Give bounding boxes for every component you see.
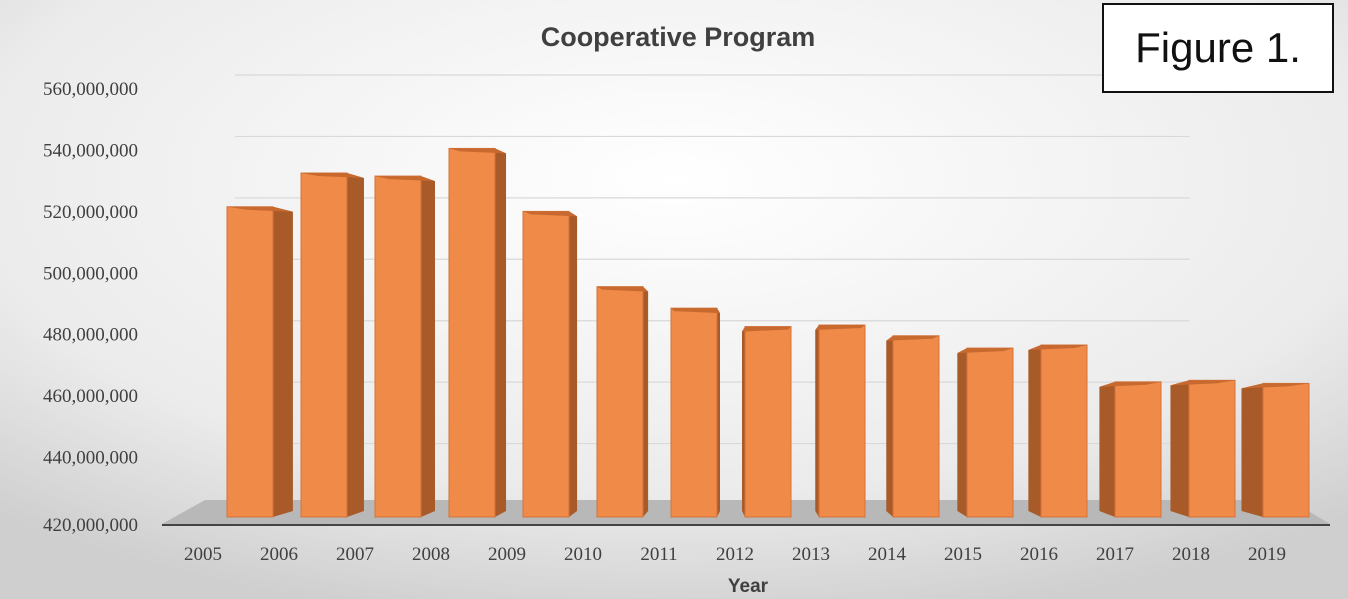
bar-top-face xyxy=(671,308,720,314)
x-axis-label: Year xyxy=(728,576,769,597)
bar-front-face xyxy=(1114,381,1162,518)
x-tick-label: 2005 xyxy=(184,544,222,565)
bar-front-face xyxy=(892,335,940,518)
bar-front-face xyxy=(670,307,718,518)
bar-front-face xyxy=(226,206,274,518)
bars xyxy=(226,147,1310,518)
x-axis-ticks: 2005 2006 2007 2008 2009 2010 2011 2012 2013 2014… xyxy=(184,544,1286,565)
bar-side-face xyxy=(742,326,745,517)
y-tick-label: 440,000,000 xyxy=(43,448,138,469)
bar-side-face xyxy=(347,173,364,517)
y-tick-label: 500,000,000 xyxy=(43,263,138,284)
x-tick-label: 2009 xyxy=(488,544,526,565)
x-tick-label: 2019 xyxy=(1248,544,1286,565)
bar-front-face xyxy=(1188,379,1236,518)
bar-top-face xyxy=(523,211,578,217)
bar-front-face xyxy=(448,147,496,518)
bar-2011 xyxy=(670,307,720,518)
x-tick-label: 2016 xyxy=(1020,544,1058,565)
y-tick-label: 480,000,000 xyxy=(43,325,138,346)
x-tick-label: 2013 xyxy=(792,544,830,565)
figure-label: Figure 1. xyxy=(1135,24,1301,71)
bar-side-face xyxy=(1241,383,1263,517)
bar-2009 xyxy=(522,210,578,518)
y-tick-label: 560,000,000 xyxy=(43,79,138,100)
x-tick-label: 2008 xyxy=(412,544,450,565)
bar-front-face xyxy=(818,324,866,518)
bar-top-face xyxy=(1099,381,1161,387)
bar-front-face xyxy=(966,347,1014,518)
x-tick-label: 2014 xyxy=(868,544,907,565)
bar-side-face xyxy=(886,335,893,517)
y-tick-label: 540,000,000 xyxy=(43,140,138,161)
bar-side-face xyxy=(421,176,435,518)
x-tick-label: 2018 xyxy=(1172,544,1210,565)
bar-top-face xyxy=(597,286,649,292)
figure-label-box: Figure 1. xyxy=(1102,3,1334,93)
x-tick-label: 2017 xyxy=(1096,544,1134,565)
bar-top-face xyxy=(886,335,939,341)
x-tick-label: 2007 xyxy=(336,544,374,565)
bar-2018 xyxy=(1170,379,1236,518)
bar-2015 xyxy=(957,347,1014,518)
bar-2016 xyxy=(1028,344,1088,518)
bar-side-face xyxy=(957,348,967,517)
y-tick-label: 520,000,000 xyxy=(43,202,138,223)
bar-front-face xyxy=(522,210,570,518)
bar-front-face xyxy=(300,172,348,518)
bar-2017 xyxy=(1099,381,1162,518)
bar-top-face xyxy=(1241,383,1309,389)
bar-2005 xyxy=(226,206,293,518)
bar-front-face xyxy=(1262,382,1310,518)
bar-top-face xyxy=(227,206,293,212)
chart-title: Cooperative Program xyxy=(541,22,816,52)
bar-front-face xyxy=(596,286,644,518)
bar-2012 xyxy=(742,326,792,518)
bar-top-face xyxy=(957,348,1013,354)
bar-side-face xyxy=(643,286,649,517)
bar-2007 xyxy=(374,175,435,518)
bar-top-face xyxy=(375,176,435,182)
x-tick-label: 2006 xyxy=(260,544,298,565)
bar-2014 xyxy=(886,335,940,518)
x-tick-label: 2011 xyxy=(640,544,677,565)
bar-side-face xyxy=(495,148,507,517)
y-tick-label: 420,000,000 xyxy=(43,515,138,536)
bar-side-face xyxy=(273,206,293,518)
bar-2019 xyxy=(1241,382,1310,518)
y-axis-ticks: 420,000,000 440,000,000 460,000,000 480,000… xyxy=(43,79,138,536)
bar-2010 xyxy=(596,286,649,518)
bar-top-face xyxy=(449,148,507,154)
bar-side-face xyxy=(815,325,819,517)
x-tick-label: 2015 xyxy=(944,544,982,565)
x-tick-label: 2012 xyxy=(716,544,754,565)
bar-top-face xyxy=(815,325,865,331)
bar-side-face xyxy=(1170,380,1189,517)
bar-2013 xyxy=(815,324,866,518)
bar-top-face xyxy=(301,173,364,178)
bar-top-face xyxy=(742,326,791,332)
x-tick-label: 2010 xyxy=(564,544,602,565)
bar-side-face xyxy=(569,211,578,517)
bar-front-face xyxy=(1040,344,1088,518)
bar-top-face xyxy=(1028,345,1087,350)
bar-top-face xyxy=(1170,380,1235,386)
y-tick-label: 460,000,000 xyxy=(43,386,138,407)
bar-2008 xyxy=(448,147,507,518)
bar-front-face xyxy=(744,326,792,518)
bar-side-face xyxy=(1099,381,1115,517)
bar-front-face xyxy=(374,175,422,518)
bar-2006 xyxy=(300,172,364,518)
bar-side-face xyxy=(1028,345,1041,517)
bar-side-face xyxy=(717,308,720,517)
